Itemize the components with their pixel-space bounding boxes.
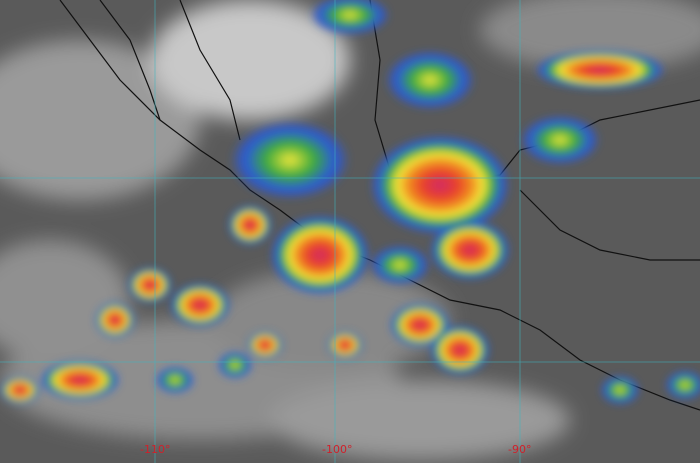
storm-cell bbox=[230, 120, 350, 200]
storm-cell bbox=[228, 205, 272, 245]
cloud-area bbox=[0, 40, 200, 200]
cloud-area bbox=[150, 0, 350, 120]
storm-cells bbox=[0, 0, 700, 405]
longitude-label-110: -110° bbox=[140, 443, 171, 456]
storm-cell bbox=[128, 267, 172, 303]
storm-cell bbox=[327, 331, 363, 359]
storm-cell bbox=[430, 220, 510, 280]
storm-cell bbox=[385, 50, 475, 110]
storm-cell bbox=[40, 360, 120, 400]
storm-cell bbox=[95, 302, 135, 338]
storm-cell bbox=[390, 303, 450, 347]
storm-cell bbox=[0, 376, 40, 404]
storm-cell bbox=[520, 115, 600, 165]
cloud-area bbox=[480, 0, 700, 70]
storm-cell bbox=[247, 331, 283, 359]
storm-cell bbox=[310, 0, 390, 35]
cloud-area bbox=[270, 380, 570, 460]
storm-cell bbox=[155, 366, 195, 394]
storm-cell bbox=[430, 325, 490, 375]
cloud-area bbox=[0, 240, 130, 360]
storm-cell bbox=[370, 245, 430, 285]
longitude-label-90: -90° bbox=[508, 443, 532, 456]
storm-cell bbox=[270, 215, 370, 295]
longitude-label-100: -100° bbox=[322, 443, 353, 456]
storm-cell bbox=[665, 370, 700, 400]
storm-cell bbox=[600, 375, 640, 405]
storm-cell bbox=[535, 50, 665, 90]
storm-cell bbox=[370, 135, 510, 235]
storm-cell bbox=[217, 351, 253, 379]
storm-cell bbox=[170, 283, 230, 327]
